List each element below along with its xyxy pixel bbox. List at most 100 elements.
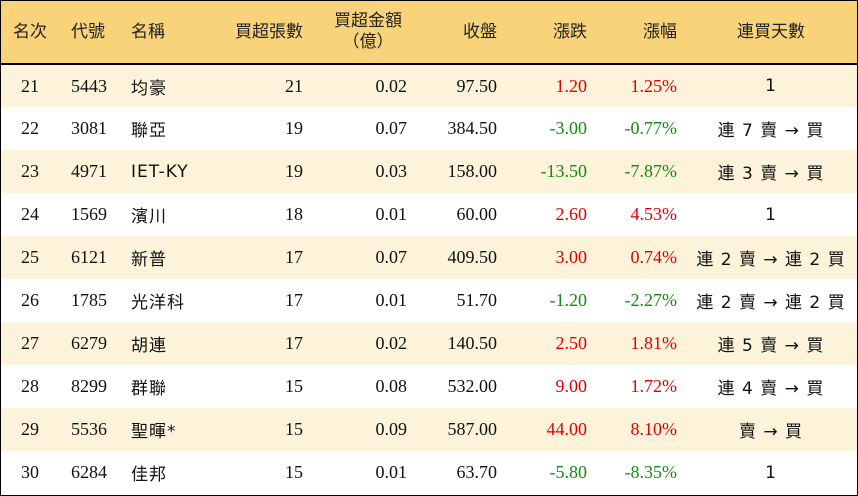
cell-code: 4971 [71, 161, 107, 181]
table-row: 27 6279 胡連 17 0.02 140.50 2.50 1.81% 連 5 賣 → 買 [1, 322, 857, 365]
cell-code: 3081 [71, 118, 107, 138]
cell-net-buy-lots: 17 [285, 290, 303, 310]
cell-rank: 28 [21, 376, 39, 396]
header-change-pct: 漲幅 [595, 1, 685, 65]
cell-code: 1785 [71, 290, 107, 310]
cell-net-buy-amount: 0.01 [375, 204, 408, 224]
cell-change-pct: -0.77% [624, 118, 678, 138]
cell-net-buy-amount: 0.03 [375, 161, 408, 181]
cell-net-buy-amount: 0.02 [375, 75, 408, 96]
cell-change: -5.80 [549, 462, 588, 482]
cell-rank: 26 [21, 290, 39, 310]
header-consecutive-days: 連買天數 [685, 1, 857, 65]
table-row: 22 3081 聯亞 19 0.07 384.50 -3.00 -0.77% 連 7 賣 → 買 [1, 107, 857, 150]
table-row: 30 6284 佳邦 15 0.01 63.70 -5.80 -8.35% 1 [1, 451, 857, 494]
cell-consecutive-days: 連 2 賣 → 連 2 買 [696, 250, 846, 270]
cell-close: 60.00 [456, 204, 498, 224]
cell-code: 5443 [71, 75, 107, 96]
cell-close: 63.70 [456, 462, 498, 482]
cell-name: IET-KY [131, 161, 189, 182]
cell-rank: 21 [21, 75, 39, 96]
table-row: 26 1785 光洋科 17 0.01 51.70 -1.20 -2.27% 連 2 賣 → 連… [1, 279, 857, 322]
cell-net-buy-amount: 0.09 [375, 419, 408, 439]
cell-net-buy-lots: 15 [285, 462, 303, 482]
cell-change-pct: 1.72% [630, 376, 678, 396]
table-row: 23 4971 IET-KY 19 0.03 158.00 -13.50 -7.87% 連 3 … [1, 150, 857, 193]
cell-close: 158.00 [447, 161, 498, 181]
cell-name: 光洋科 [131, 293, 185, 313]
table-row: 28 8299 群聯 15 0.08 532.00 9.00 1.72% 連 4 賣 → 買 [1, 365, 857, 408]
cell-change-pct: -2.27% [624, 290, 678, 310]
cell-name: 聖暉* [131, 422, 177, 442]
cell-net-buy-amount: 0.08 [375, 376, 408, 396]
cell-change: -1.20 [549, 290, 588, 310]
cell-close: 97.50 [456, 75, 498, 96]
cell-rank: 23 [21, 161, 39, 181]
cell-rank: 22 [21, 118, 39, 138]
cell-code: 8299 [71, 376, 107, 396]
cell-change: 1.20 [555, 75, 588, 96]
header-net-buy-amount: 買超金額 （億） [311, 1, 415, 65]
cell-change: -3.00 [549, 118, 588, 138]
header-rank: 名次 [1, 1, 59, 65]
cell-code: 5536 [71, 419, 107, 439]
cell-net-buy-amount: 0.07 [375, 118, 408, 138]
table-body: 21 5443 均豪 21 0.02 97.50 1.20 1.25% 1 22 3081 聯亞 19 0… [1, 64, 857, 494]
table-row: 29 5536 聖暉* 15 0.09 587.00 44.00 8.10% 賣 → 買 [1, 408, 857, 451]
cell-close: 409.50 [447, 247, 498, 267]
cell-net-buy-lots: 19 [285, 161, 303, 181]
cell-code: 1569 [71, 204, 107, 224]
cell-change-pct: 4.53% [630, 204, 678, 224]
cell-change-pct: 0.74% [630, 247, 678, 267]
cell-net-buy-lots: 15 [285, 376, 303, 396]
cell-name: 佳邦 [131, 465, 167, 485]
cell-close: 384.50 [447, 118, 498, 138]
cell-close: 51.70 [456, 290, 498, 310]
cell-change: 44.00 [546, 419, 588, 439]
cell-consecutive-days: 連 2 賣 → 連 2 買 [696, 293, 846, 313]
cell-change-pct: 1.25% [630, 75, 678, 96]
cell-consecutive-days: 連 3 賣 → 買 [717, 164, 825, 184]
cell-net-buy-amount: 0.01 [375, 462, 408, 482]
cell-net-buy-lots: 17 [285, 333, 303, 353]
cell-net-buy-lots: 21 [285, 75, 303, 96]
cell-net-buy-lots: 18 [285, 204, 303, 224]
table-row: 24 1569 濱川 18 0.01 60.00 2.60 4.53% 1 [1, 193, 857, 236]
table-row: 21 5443 均豪 21 0.02 97.50 1.20 1.25% 1 [1, 64, 857, 107]
cell-name: 胡連 [131, 336, 167, 356]
header-name: 名稱 [127, 1, 217, 65]
cell-net-buy-lots: 19 [285, 118, 303, 138]
cell-code: 6121 [71, 247, 107, 267]
cell-name: 新普 [131, 250, 167, 270]
table-header-row: 名次 代號 名稱 買超張數 買超金額 （億） 收盤 漲跌 漲幅 連買天數 [1, 1, 857, 65]
header-close: 收盤 [415, 1, 505, 65]
cell-code: 6279 [71, 333, 107, 353]
header-change: 漲跌 [505, 1, 595, 65]
cell-name: 均豪 [131, 78, 167, 99]
cell-rank: 30 [21, 462, 39, 482]
cell-net-buy-lots: 15 [285, 419, 303, 439]
cell-consecutive-days: 1 [765, 76, 777, 96]
cell-rank: 25 [21, 247, 39, 267]
cell-code: 6284 [71, 462, 107, 482]
cell-change: 9.00 [555, 376, 588, 396]
cell-net-buy-amount: 0.02 [375, 333, 408, 353]
cell-consecutive-days: 1 [765, 462, 777, 483]
cell-consecutive-days: 賣 → 買 [738, 422, 804, 442]
cell-consecutive-days: 連 5 賣 → 買 [717, 336, 825, 356]
header-net-buy-lots: 買超張數 [217, 1, 311, 65]
cell-consecutive-days: 1 [765, 204, 777, 225]
cell-name: 濱川 [131, 207, 167, 227]
cell-name: 群聯 [131, 379, 167, 399]
cell-rank: 27 [21, 333, 39, 353]
cell-close: 532.00 [447, 376, 498, 396]
cell-change-pct: 8.10% [630, 419, 678, 439]
cell-change-pct: -7.87% [624, 161, 678, 181]
cell-change: 3.00 [555, 247, 588, 267]
cell-rank: 24 [21, 204, 39, 224]
cell-change-pct: 1.81% [630, 333, 678, 353]
cell-consecutive-days: 連 4 賣 → 買 [717, 379, 825, 399]
cell-name: 聯亞 [131, 121, 167, 141]
